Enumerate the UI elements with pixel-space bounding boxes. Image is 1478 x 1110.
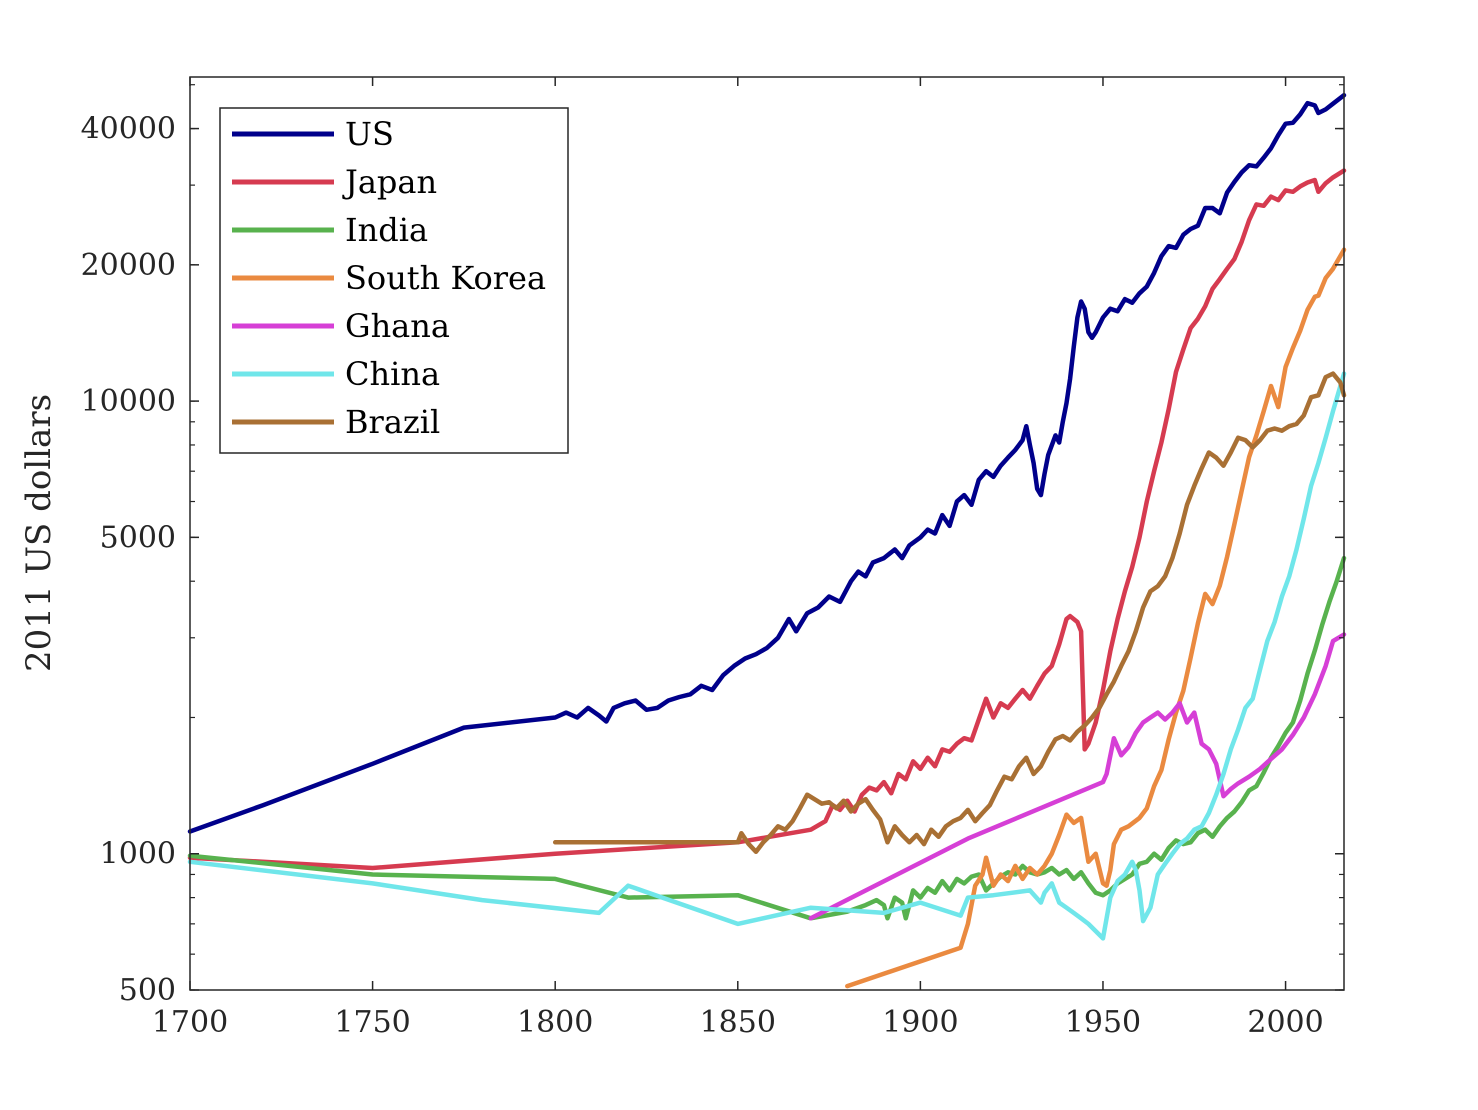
series-layer	[187, 92, 1347, 989]
legend-label: India	[345, 211, 428, 249]
y-tick-label: 500	[119, 973, 176, 1008]
legend-label: China	[345, 355, 440, 393]
series-line-6	[552, 371, 1347, 855]
legend-label: South Korea	[345, 259, 546, 297]
legend-items: US Japan India South Korea Ghana China Brazil	[232, 115, 546, 441]
series-line-4	[808, 632, 1347, 921]
axes-box	[189, 76, 1345, 991]
legend-label: US	[345, 115, 394, 153]
legend-label: Japan	[342, 163, 437, 201]
x-tick-label: 1900	[882, 1005, 958, 1040]
x-tick-label: 2000	[1247, 1005, 1323, 1040]
y-tick-label: 10000	[81, 384, 176, 419]
y-tick-label: 40000	[81, 112, 176, 147]
series-line-2	[187, 555, 1347, 921]
x-tick-label: 1950	[1065, 1005, 1141, 1040]
legend-label: Ghana	[345, 307, 450, 345]
x-tick-label: 1700	[152, 1005, 228, 1040]
series-line-1	[187, 168, 1347, 871]
y-tick-label: 5000	[100, 520, 176, 555]
legend: US Japan India South Korea Ghana China Brazil	[219, 107, 569, 454]
x-tick-label: 1800	[517, 1005, 593, 1040]
axes-layer	[189, 76, 1345, 991]
series-line-5	[187, 371, 1347, 941]
series-line-3	[845, 247, 1347, 989]
x-tick-label: 1850	[700, 1005, 776, 1040]
x-tick-label: 1750	[334, 1005, 410, 1040]
series-line-0	[187, 92, 1347, 834]
tick-layer: 1700 1750 1800 1850 1900 1950 2000 500 1000 5000 1…	[81, 77, 1344, 1040]
legend-label: Brazil	[345, 403, 440, 441]
y-tick-label: 1000	[100, 837, 176, 872]
y-axis-title: 2011 US dollars	[19, 394, 59, 672]
y-tick-label: 20000	[81, 248, 176, 283]
